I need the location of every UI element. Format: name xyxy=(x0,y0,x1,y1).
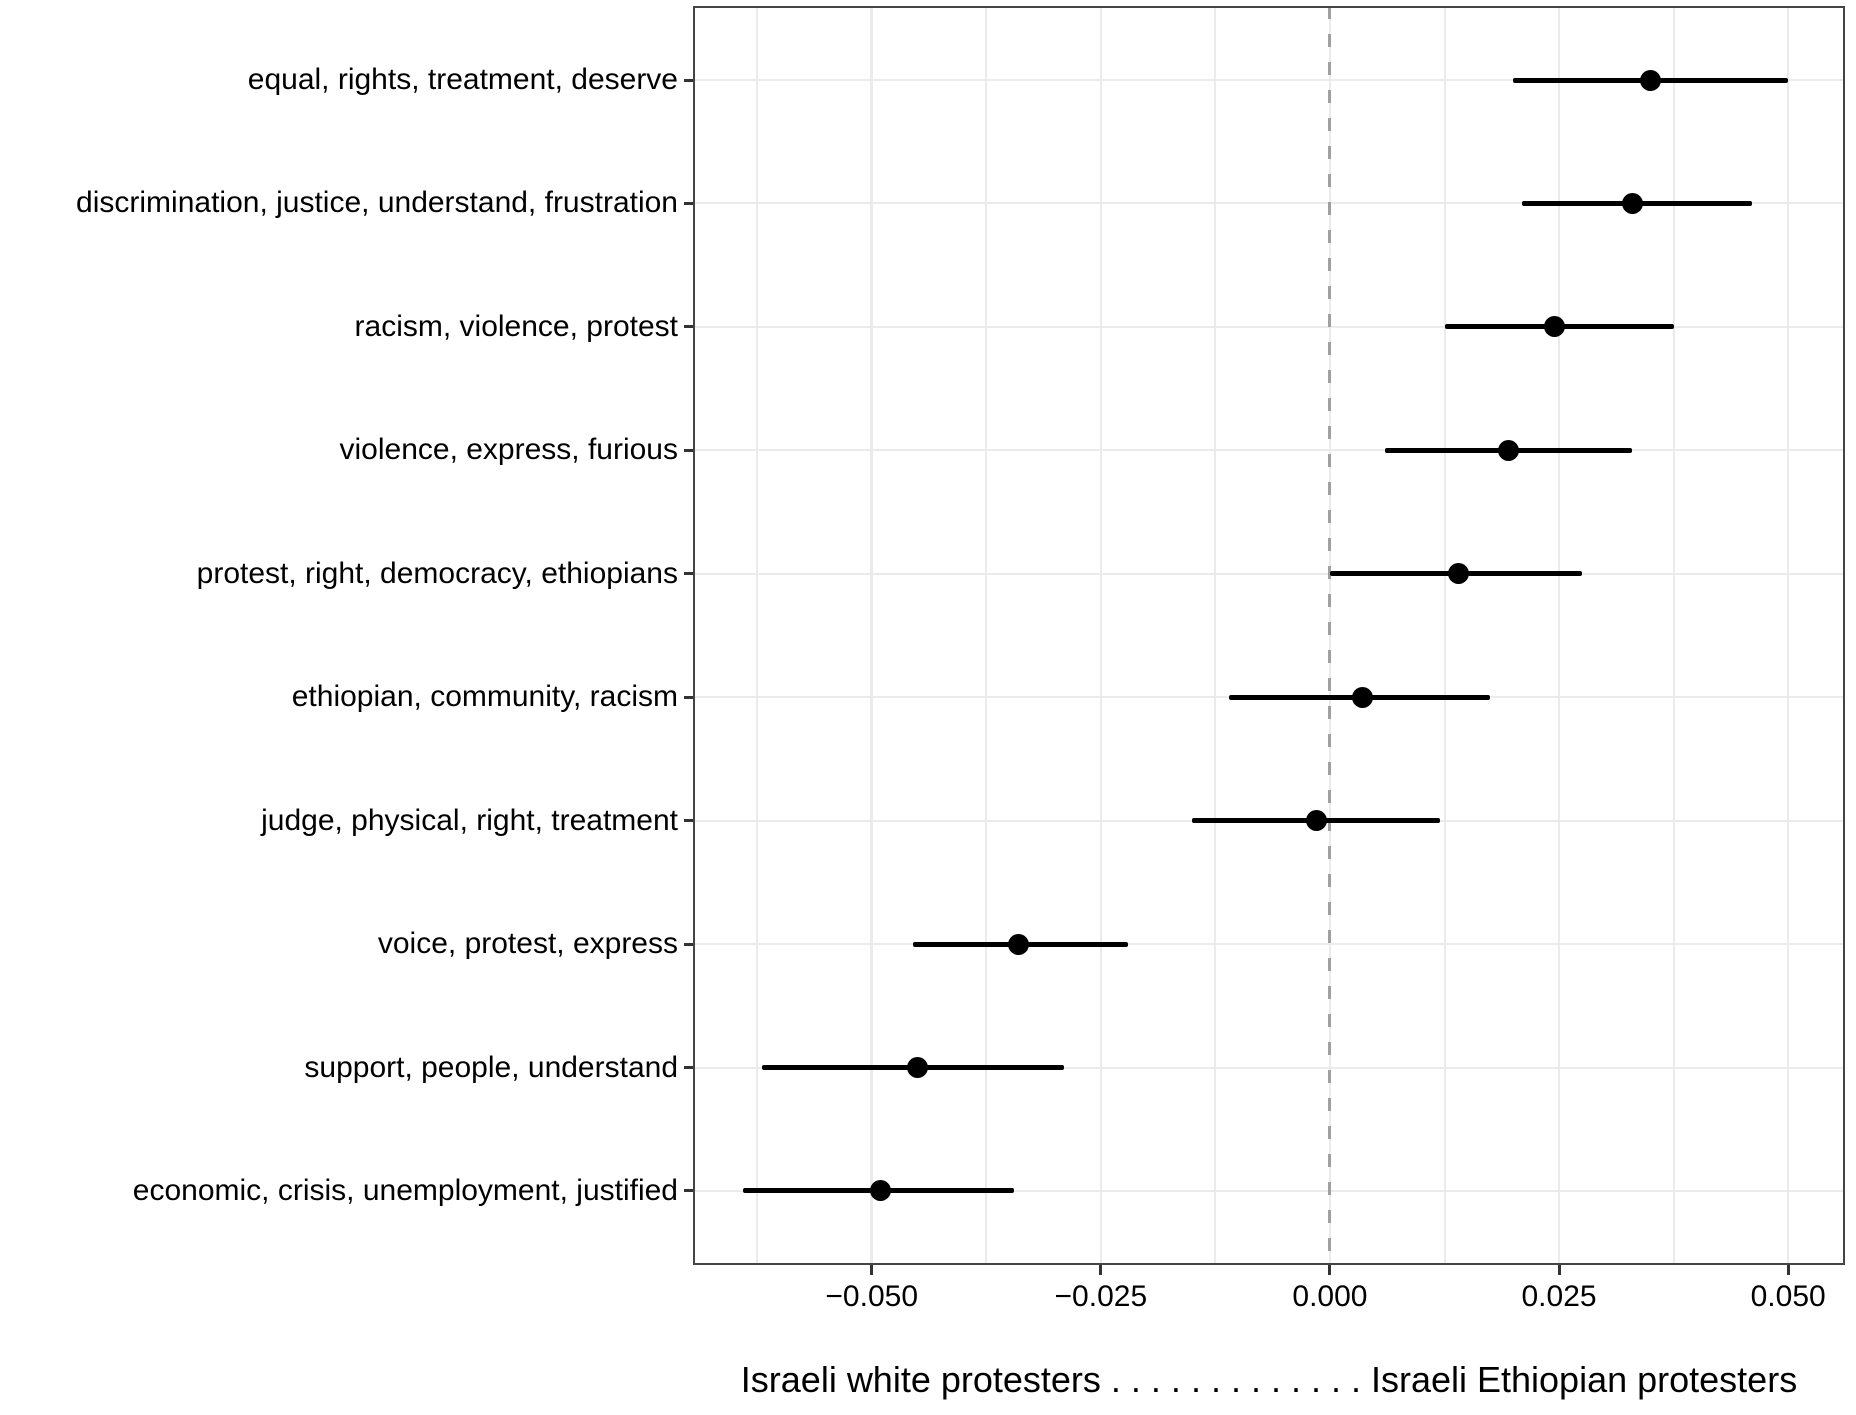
v-gridline-major xyxy=(1099,6,1103,1265)
zero-reference-line xyxy=(1328,6,1332,1265)
x-axis-tick-label: 0.050 xyxy=(1750,1280,1826,1313)
y-axis-tick xyxy=(684,942,693,946)
point-estimate xyxy=(1351,686,1373,708)
h-gridline xyxy=(693,202,1845,205)
x-axis-tick xyxy=(1328,1265,1332,1275)
y-axis-tick xyxy=(684,1189,693,1193)
y-axis-label: support, people, understand xyxy=(304,1050,678,1084)
point-estimate xyxy=(1498,439,1520,461)
x-axis-title: Israeli white protesters . . . . . . . .… xyxy=(740,1359,1798,1400)
v-gridline-minor xyxy=(1672,6,1675,1265)
y-axis-label: judge, physical, right, treatment xyxy=(261,803,678,837)
x-axis-tick-label: 0.025 xyxy=(1521,1280,1597,1313)
point-estimate xyxy=(1305,810,1327,832)
x-axis-tick-label: 0.000 xyxy=(1292,1280,1368,1313)
y-axis-tick xyxy=(684,695,693,699)
v-gridline-minor xyxy=(985,6,988,1265)
x-axis-tick xyxy=(1099,1265,1103,1275)
point-estimate xyxy=(1447,563,1469,585)
x-axis-tick xyxy=(1557,1265,1561,1275)
x-axis-tick xyxy=(870,1265,874,1275)
y-axis-label: racism, violence, protest xyxy=(354,309,678,343)
y-axis-label: violence, express, furious xyxy=(339,433,679,467)
h-gridline xyxy=(693,943,1845,946)
y-axis-tick xyxy=(684,572,693,576)
y-axis-tick xyxy=(684,78,693,82)
v-gridline-major xyxy=(1786,6,1790,1265)
h-gridline xyxy=(693,1066,1845,1069)
h-gridline xyxy=(693,572,1845,575)
y-axis-label: discrimination, justice, understand, fru… xyxy=(76,186,678,220)
x-axis-tick-label: −0.025 xyxy=(1054,1280,1148,1313)
v-gridline-major xyxy=(1557,6,1561,1265)
point-estimate xyxy=(1621,192,1643,214)
v-gridline-minor xyxy=(756,6,759,1265)
h-gridline xyxy=(693,325,1845,328)
point-estimate xyxy=(907,1057,929,1078)
y-axis-tick xyxy=(684,819,693,823)
h-gridline xyxy=(693,449,1845,452)
x-axis-tick xyxy=(1786,1265,1790,1275)
point-estimate xyxy=(1543,316,1565,338)
h-gridline xyxy=(693,1189,1845,1192)
y-axis-label: economic, crisis, unemployment, justifie… xyxy=(132,1173,678,1207)
y-axis-tick xyxy=(684,1066,693,1069)
point-estimate xyxy=(1640,69,1662,91)
y-axis-label: protest, right, democracy, ethiopians xyxy=(196,556,678,590)
h-gridline xyxy=(693,79,1845,82)
v-gridline-major xyxy=(870,6,873,1265)
point-estimate xyxy=(1007,933,1029,955)
y-axis-label: voice, protest, express xyxy=(377,927,678,961)
y-axis-label: equal, rights, treatment, deserve xyxy=(247,63,678,97)
point-estimate xyxy=(870,1180,892,1202)
y-axis-tick xyxy=(684,201,693,205)
v-gridline-minor xyxy=(1443,6,1446,1265)
y-axis-label: ethiopian, community, racism xyxy=(291,680,678,714)
v-gridline-minor xyxy=(1214,6,1217,1265)
y-axis-tick xyxy=(684,448,693,452)
y-axis-tick xyxy=(684,325,693,329)
x-axis-tick-label: −0.050 xyxy=(825,1280,918,1313)
